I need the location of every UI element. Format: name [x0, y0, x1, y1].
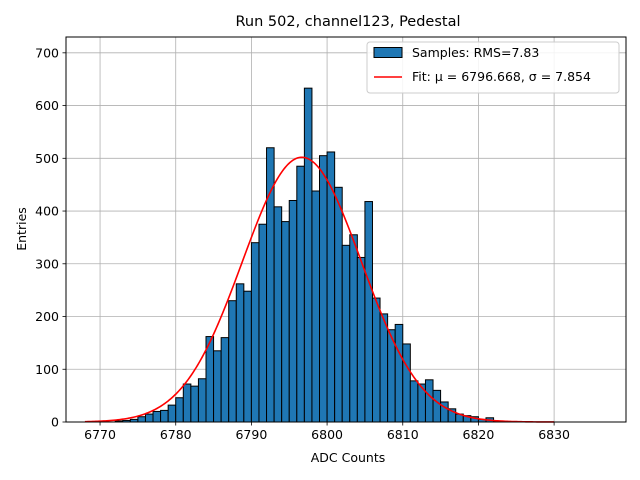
histogram-bar: [213, 350, 222, 423]
chart-title: Run 502, channel123, Pedestal: [235, 14, 460, 30]
histogram-bar: [379, 313, 389, 423]
histogram-bar: [190, 385, 199, 423]
x-tick-label: 6810: [387, 427, 419, 442]
histogram-bar: [250, 242, 260, 423]
histogram-bar: [137, 416, 146, 423]
histogram-bar: [356, 256, 366, 423]
histogram-bar: [311, 190, 321, 423]
legend-box: [366, 41, 620, 94]
histogram-bar: [152, 410, 162, 423]
histogram-bar: [349, 234, 358, 423]
histogram-bar: [394, 323, 404, 423]
x-tick-label: 6790: [235, 427, 267, 442]
x-tick-label: 6770: [84, 427, 116, 442]
histogram-bar: [160, 409, 169, 423]
y-tick-label: 600: [35, 98, 59, 113]
histogram-bar: [281, 221, 290, 423]
legend-label-samples: Samples: RMS=7.83: [412, 45, 539, 60]
y-tick-label: 500: [35, 151, 59, 166]
y-tick-label: 700: [35, 45, 59, 60]
histogram-bar: [175, 397, 184, 423]
x-tick-label: 6830: [538, 427, 570, 442]
y-tick-label: 100: [35, 362, 59, 377]
histogram-bar: [167, 404, 177, 423]
histogram-bar: [144, 413, 154, 423]
histogram-bar: [220, 337, 230, 423]
y-axis-label: Entries: [14, 207, 29, 251]
x-tick-label: 6820: [463, 427, 495, 442]
legend-swatch-samples: [373, 47, 403, 58]
histogram-bar: [409, 380, 419, 423]
histogram-bar: [319, 155, 328, 423]
histogram-bar: [424, 379, 434, 423]
histogram-bar: [303, 87, 313, 423]
plot-frame: [65, 36, 627, 423]
y-tick-label: 400: [35, 204, 59, 219]
histogram-bar: [341, 244, 351, 423]
x-tick-label: 6800: [311, 427, 343, 442]
histogram-bar: [296, 165, 305, 423]
histogram-bar: [334, 186, 343, 423]
grid-lines: [66, 37, 626, 423]
x-axis-label: ADC Counts: [311, 450, 386, 465]
x-tick-label: 6780: [160, 427, 192, 442]
histogram-bar: [182, 383, 192, 423]
histogram-bar: [402, 343, 411, 423]
histogram-bar: [273, 206, 283, 423]
histogram-bar: [288, 199, 298, 423]
histogram-bar: [266, 147, 275, 423]
histogram-bar: [197, 378, 207, 423]
y-axis-ticks: 0 100 200 300 400 500 600 700: [35, 45, 66, 430]
histogram-bar: [364, 201, 373, 423]
histogram-bar: [371, 297, 381, 423]
y-tick-label: 0: [51, 415, 59, 430]
histogram-bar: [258, 223, 268, 423]
legend-label-fit: Fit: μ = 6796.668, σ = 7.854: [412, 69, 591, 84]
fit-curve: [84, 156, 555, 423]
histogram-bars: [114, 87, 502, 423]
y-tick-label: 300: [35, 256, 59, 271]
histogram-bar: [228, 300, 237, 423]
x-axis-ticks: 6770 6780 6790 6800 6810 6820 6830: [84, 422, 570, 442]
histogram-bar: [235, 283, 245, 423]
y-tick-label: 200: [35, 309, 59, 324]
histogram-bar: [432, 389, 442, 423]
histogram-bar: [243, 290, 252, 423]
legend: Samples: RMS=7.83 Fit: μ = 6796.668, σ =…: [366, 41, 620, 94]
